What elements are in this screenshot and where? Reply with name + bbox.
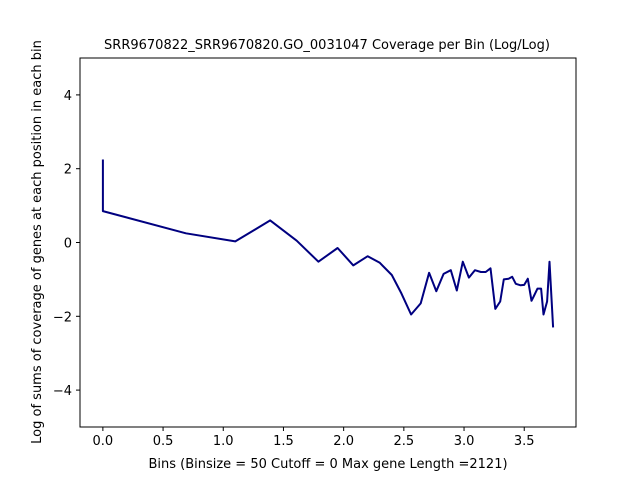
x-tick-label: 3.5 (514, 434, 535, 449)
y-tick-label: 2 (64, 163, 72, 178)
y-tick-label: 0 (64, 237, 72, 252)
chart-title: SRR9670822_SRR9670820.GO_0031047 Coverag… (104, 38, 550, 53)
x-tick-label: 2.5 (394, 434, 415, 449)
series-line (101, 159, 555, 328)
plot-area-frame (79, 57, 577, 428)
y-tick-label: 4 (64, 89, 72, 104)
y-tick-label: −4 (53, 384, 72, 399)
y-tick-label: −2 (53, 310, 72, 325)
y-axis-title: Log of sums of coverage of genes at each… (30, 40, 45, 444)
x-tick-label: 1.5 (273, 434, 294, 449)
x-tick-label: 0.0 (93, 434, 114, 449)
y-axis-ticks: 4 2 0 −2 −4 (53, 89, 80, 399)
x-tick-label: 1.0 (213, 434, 234, 449)
x-tick-label: 2.0 (333, 434, 354, 449)
x-tick-label: 3.0 (454, 434, 475, 449)
x-tick-label: 0.5 (153, 434, 174, 449)
x-axis-ticks: 0.0 0.5 1.0 1.5 2.0 2.5 3.0 3.5 (93, 427, 535, 449)
x-axis-title: Bins (Binsize = 50 Cutoff = 0 Max gene L… (148, 457, 507, 472)
